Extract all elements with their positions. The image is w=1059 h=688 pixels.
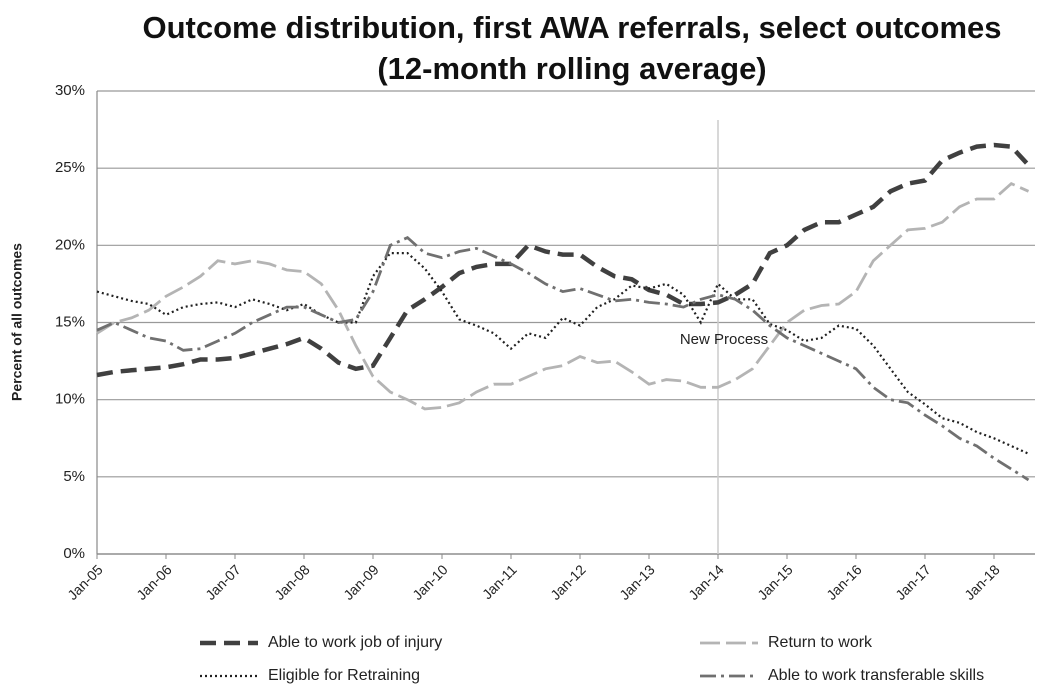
series-line bbox=[96, 142, 1031, 378]
y-tick-label: 15% bbox=[55, 313, 85, 330]
chart-title: Outcome distribution, first AWA referral… bbox=[142, 10, 1001, 45]
annotation-text: New Process bbox=[680, 331, 768, 348]
y-axis-label: Percent of all outcomes bbox=[9, 243, 25, 401]
x-tick-label: Jan-16 bbox=[823, 561, 865, 603]
x-tick-label: Jan-09 bbox=[340, 561, 382, 603]
x-tick-label: Jan-08 bbox=[271, 561, 313, 603]
y-tick-label: 5% bbox=[63, 468, 85, 485]
x-tick-label: Jan-17 bbox=[892, 561, 934, 603]
x-tick-label: Jan-05 bbox=[64, 561, 106, 603]
chart-subtitle: (12-month rolling average) bbox=[377, 51, 766, 86]
y-tick-label: 10% bbox=[55, 391, 85, 408]
x-tick-label: Jan-13 bbox=[616, 561, 658, 603]
y-tick-label: 0% bbox=[63, 545, 85, 562]
y-tick-label: 25% bbox=[55, 159, 85, 176]
legend-label: Able to work transferable skills bbox=[768, 667, 984, 684]
series-line bbox=[96, 181, 1030, 411]
x-tick-label: Jan-06 bbox=[133, 561, 175, 603]
y-tick-label: 30% bbox=[55, 82, 85, 99]
x-tick-label: Jan-07 bbox=[202, 561, 244, 603]
x-tick-label: Jan-11 bbox=[479, 561, 520, 602]
x-tick-label: Jan-18 bbox=[961, 561, 1003, 603]
x-tick-label: Jan-12 bbox=[547, 561, 589, 603]
x-tick-label: Jan-15 bbox=[754, 561, 796, 603]
x-tick-label: Jan-14 bbox=[685, 561, 727, 603]
legend-label: Return to work bbox=[768, 634, 873, 651]
series-line bbox=[96, 235, 1030, 482]
legend-label: Eligible for Retraining bbox=[268, 667, 420, 684]
series-line bbox=[96, 252, 1029, 455]
x-tick-label: Jan-10 bbox=[409, 561, 451, 603]
y-tick-label: 20% bbox=[55, 236, 85, 253]
legend-label: Able to work job of injury bbox=[268, 634, 442, 651]
